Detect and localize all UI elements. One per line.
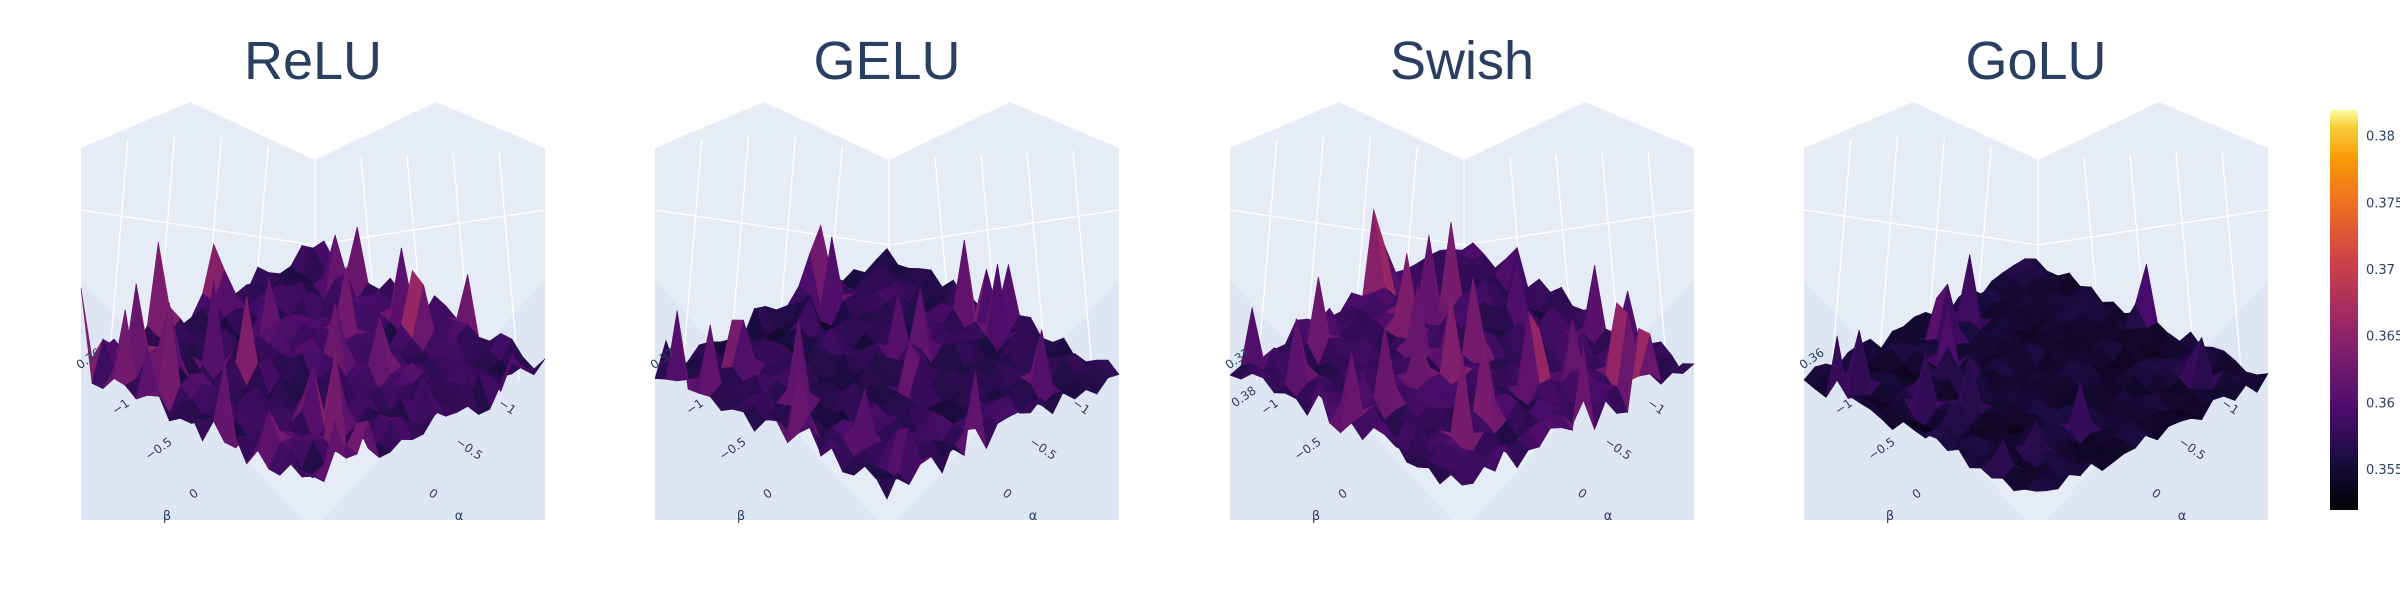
- scene-floor: [655, 280, 1119, 520]
- surface-cell: [1450, 466, 1474, 486]
- colorbar-gradient: [2330, 110, 2358, 510]
- surface-mesh: [80, 227, 546, 483]
- colorbar: 0.355 0.36 0.365 0.37 0.375 0.38: [2330, 110, 2400, 510]
- panel-title-relu: ReLU: [243, 31, 383, 91]
- y-axis-title: α: [1029, 509, 1038, 524]
- panel-title-gelu: GELU: [813, 31, 961, 91]
- colorbar-tick-label: 0.36: [2366, 396, 2395, 411]
- surface-panel-gelu: −1−0.50−1−0.50β α0.37: [648, 102, 1120, 524]
- surface-cell: [301, 463, 325, 479]
- scene-floor: [81, 280, 545, 520]
- colorbar-tick-label: 0.355: [2366, 463, 2400, 478]
- y-axis-title: α: [455, 509, 464, 524]
- surface-cell: [2024, 478, 2048, 492]
- surface-cell: [875, 472, 899, 500]
- x-axis-title: β: [737, 509, 745, 524]
- colorbar-tick-label: 0.38: [2366, 130, 2395, 145]
- panel-title-golu: GoLU: [1965, 31, 2107, 91]
- y-axis-title: α: [1604, 509, 1613, 524]
- panel-title-swish: Swish: [1389, 31, 1535, 91]
- y-axis-title: α: [2178, 509, 2187, 524]
- x-axis-title: β: [1312, 509, 1320, 524]
- colorbar-tick-label: 0.37: [2366, 263, 2395, 278]
- x-axis-title: β: [1886, 509, 1894, 524]
- surface-mesh: [654, 224, 1120, 500]
- surface-panel-relu: −1−0.50−1−0.50β α0.36: [74, 102, 546, 524]
- colorbar-tick-label: 0.365: [2366, 330, 2400, 345]
- scene-floor: [1230, 280, 1694, 520]
- surface-mesh: [1229, 209, 1695, 486]
- surface-mesh: [1803, 254, 2269, 492]
- scene-floor: [1804, 280, 2268, 520]
- surface-panel-swish: −1−0.50−1−0.50β α0.370.38: [1223, 102, 1695, 524]
- colorbar-tick-label: 0.375: [2366, 196, 2400, 211]
- x-axis-title: β: [163, 509, 171, 524]
- surface-panel-golu: −1−0.50−1−0.50β α0.36: [1797, 102, 2269, 524]
